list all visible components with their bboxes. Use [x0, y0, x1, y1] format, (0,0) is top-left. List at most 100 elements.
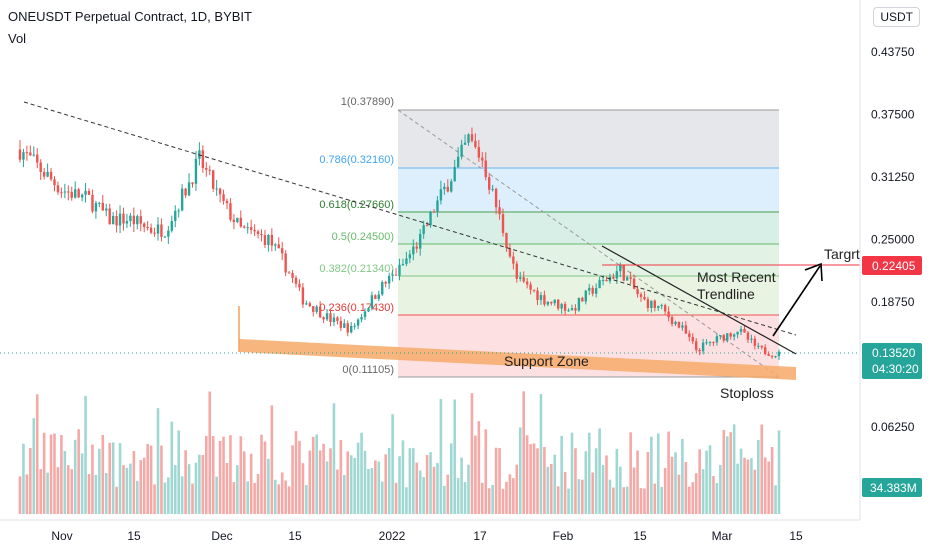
candle-body: [170, 221, 173, 231]
support-zone-band[interactable]: [239, 339, 796, 380]
candle-body: [450, 181, 453, 192]
volume-bar: [639, 488, 643, 514]
candle-body: [601, 279, 605, 281]
candle-body: [729, 333, 732, 337]
volume-bar: [356, 442, 360, 514]
candle-body: [70, 191, 73, 198]
candle-body: [474, 140, 477, 148]
candle-body: [360, 317, 363, 320]
candle-body: [522, 277, 525, 282]
candle-body: [536, 290, 539, 300]
volume-bar: [32, 418, 36, 514]
candle-body: [363, 311, 367, 318]
volume-bar: [574, 448, 577, 514]
volume-bar: [412, 448, 415, 514]
candle-body: [546, 301, 550, 305]
candle-body: [225, 200, 229, 204]
volume-bar: [708, 445, 712, 514]
volume-bar: [753, 469, 757, 514]
volume-bar: [653, 483, 657, 514]
volume-bar: [408, 448, 412, 514]
volume-bar: [53, 433, 56, 514]
volume-bar: [460, 457, 463, 514]
recent-trendline[interactable]: [601, 245, 797, 355]
volume-bar: [770, 447, 774, 514]
volume-bar: [739, 448, 743, 514]
candle-body: [56, 185, 60, 193]
candle-body: [287, 272, 291, 274]
candle-body: [218, 188, 222, 195]
volume-bar: [63, 450, 67, 514]
volume-bar: [767, 461, 770, 514]
time-tick-label: 15: [127, 529, 141, 543]
volume-bar: [570, 432, 574, 514]
candle-body: [315, 306, 318, 312]
candle-body: [339, 320, 343, 328]
volume-bar: [249, 453, 253, 514]
volume-bar: [505, 481, 508, 514]
last-price-tag: [862, 343, 922, 379]
fib-zone-1: [398, 110, 779, 168]
volume-bar: [35, 394, 39, 514]
candle-body: [657, 306, 660, 308]
candle-body: [460, 144, 463, 157]
volume-bar: [198, 454, 201, 514]
trendline-label-line1: Most Recent: [697, 269, 776, 285]
volume-bar: [529, 444, 532, 514]
volume-bar: [253, 482, 256, 514]
fibonacci-retracement[interactable]: 1(0.37890) 0.786(0.32160) 0.618(0.27660)…: [319, 96, 780, 378]
volume-bar: [543, 447, 546, 514]
candle-body: [705, 342, 708, 344]
volume-bar: [108, 442, 111, 514]
volume-bar: [167, 477, 170, 514]
candle-body: [232, 219, 236, 223]
volume-bar: [470, 393, 474, 514]
volume-bar: [218, 440, 222, 514]
candle-body: [42, 171, 46, 177]
volume-bar: [757, 439, 760, 514]
volume-bar: [777, 430, 781, 514]
volume-bar: [449, 443, 453, 514]
candle-body: [346, 323, 349, 333]
candle-body: [356, 319, 360, 326]
candle-body: [277, 244, 280, 249]
volume-bar: [481, 482, 484, 514]
candle-body: [453, 167, 456, 182]
candle-body: [60, 192, 63, 194]
volume-bar: [94, 474, 98, 514]
candle-body: [560, 303, 563, 309]
currency-button[interactable]: USDT: [873, 7, 920, 27]
volume-bar: [115, 486, 118, 514]
volume-bar: [208, 391, 212, 514]
candle-body: [49, 171, 53, 180]
candle-body: [381, 282, 384, 295]
volume-bar: [515, 464, 519, 514]
candle-body: [463, 142, 467, 145]
volume-bar: [612, 487, 615, 514]
volume-bar: [325, 461, 329, 514]
candle-body: [332, 317, 336, 323]
candles: [18, 127, 781, 360]
volume-bar: [377, 461, 381, 514]
candle-body: [467, 134, 470, 143]
target-price-text: 0.22405: [872, 259, 916, 273]
volume-bar: [615, 448, 619, 514]
candle-body: [401, 264, 405, 266]
time-axis[interactable]: Nov 15 Dec 15 2022 17 Feb 15 Mar 15: [51, 529, 803, 543]
candle-body: [243, 226, 246, 228]
volume-bar: [446, 474, 450, 514]
candle-body: [470, 134, 474, 141]
volume-bar: [732, 424, 736, 514]
candle-body: [229, 203, 232, 220]
volume-bar: [774, 485, 777, 514]
volume-bar: [173, 465, 177, 514]
candle-body: [294, 277, 298, 284]
candle-body: [74, 189, 77, 198]
candle-body: [415, 246, 418, 249]
candle-body: [757, 345, 760, 347]
candle-body: [253, 229, 256, 232]
volume-bar: [77, 429, 80, 514]
long-term-trendline[interactable]: [23, 101, 797, 336]
candle-body: [439, 189, 443, 201]
